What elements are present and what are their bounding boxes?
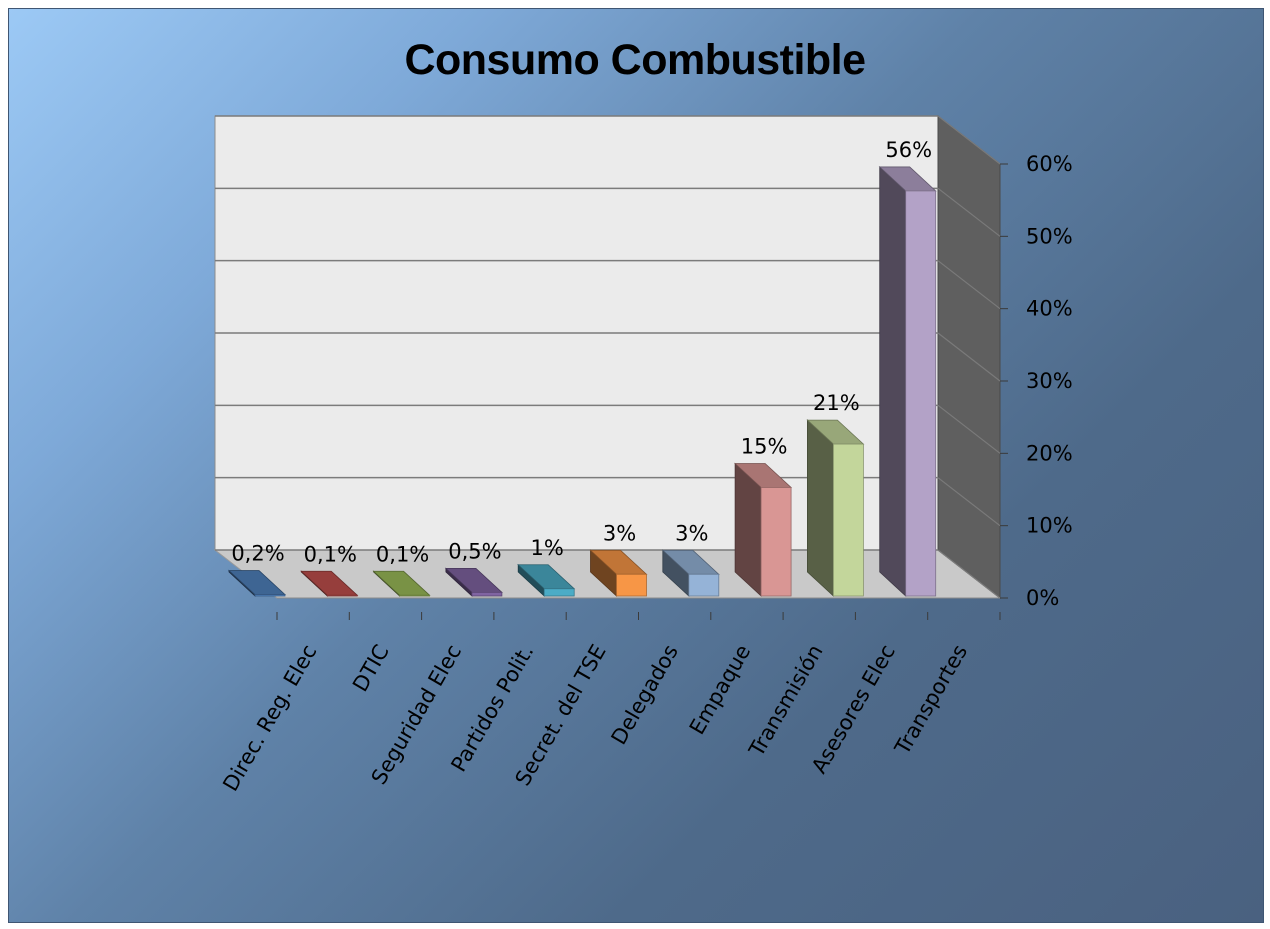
- category-label: Transportes: [890, 641, 972, 760]
- side-gridline: [937, 549, 1001, 599]
- data-label: 0,2%: [231, 542, 284, 566]
- side-gridline: [937, 477, 1001, 527]
- category-label: Direc. Reg. Elec: [218, 641, 321, 796]
- bar-4: [517, 563, 576, 597]
- side-gridline: [937, 187, 1001, 237]
- bar-6: [661, 549, 720, 597]
- y-tick-label: 0%: [1026, 586, 1059, 610]
- category-label: Empaque: [685, 641, 756, 739]
- data-label: 56%: [885, 138, 932, 162]
- side-gridline: [937, 404, 1001, 454]
- bar-front: [326, 594, 358, 597]
- bar-front: [760, 487, 792, 597]
- y-tick-label: 50%: [1026, 224, 1073, 248]
- bar-front: [399, 594, 431, 597]
- y-tick-label: 10%: [1026, 514, 1073, 538]
- bar-front: [616, 573, 647, 597]
- data-label: 3%: [675, 521, 708, 545]
- category-label: Delegados: [607, 641, 683, 749]
- bar-front: [254, 594, 286, 597]
- y-tick-label: 20%: [1026, 441, 1073, 465]
- bar-1: [300, 570, 359, 597]
- bar-5: [589, 549, 648, 597]
- bar-front: [543, 588, 575, 597]
- data-label: 21%: [813, 391, 860, 415]
- bar-side: [879, 166, 907, 597]
- data-label: 0,5%: [448, 539, 501, 563]
- bar-8: [806, 419, 865, 597]
- bar-3: [444, 567, 503, 597]
- chart-title: Consumo Combustible: [404, 36, 866, 84]
- bar-front: [471, 591, 503, 597]
- data-label: 0,1%: [376, 542, 429, 566]
- data-label: 1%: [531, 536, 564, 560]
- side-gridline: [937, 332, 1001, 382]
- data-label: 3%: [603, 521, 636, 545]
- bar-2: [372, 570, 431, 597]
- side-gridline: [937, 260, 1001, 310]
- data-label: 0,1%: [304, 542, 357, 566]
- category-label: DTIC: [348, 641, 394, 696]
- bar-front: [688, 573, 720, 597]
- y-tick-label: 40%: [1026, 297, 1073, 321]
- bar-front: [833, 443, 864, 597]
- bar-0: [227, 569, 287, 597]
- y-tick-label: 60%: [1026, 152, 1073, 176]
- category-label: Transmisión: [744, 641, 828, 762]
- bar-9: [878, 166, 937, 597]
- side-gridline: [937, 115, 1001, 165]
- bar-7: [734, 462, 793, 597]
- bar-side: [807, 419, 834, 597]
- data-label: 15%: [741, 435, 788, 459]
- bar-front: [905, 190, 937, 597]
- y-tick-label: 30%: [1026, 369, 1073, 393]
